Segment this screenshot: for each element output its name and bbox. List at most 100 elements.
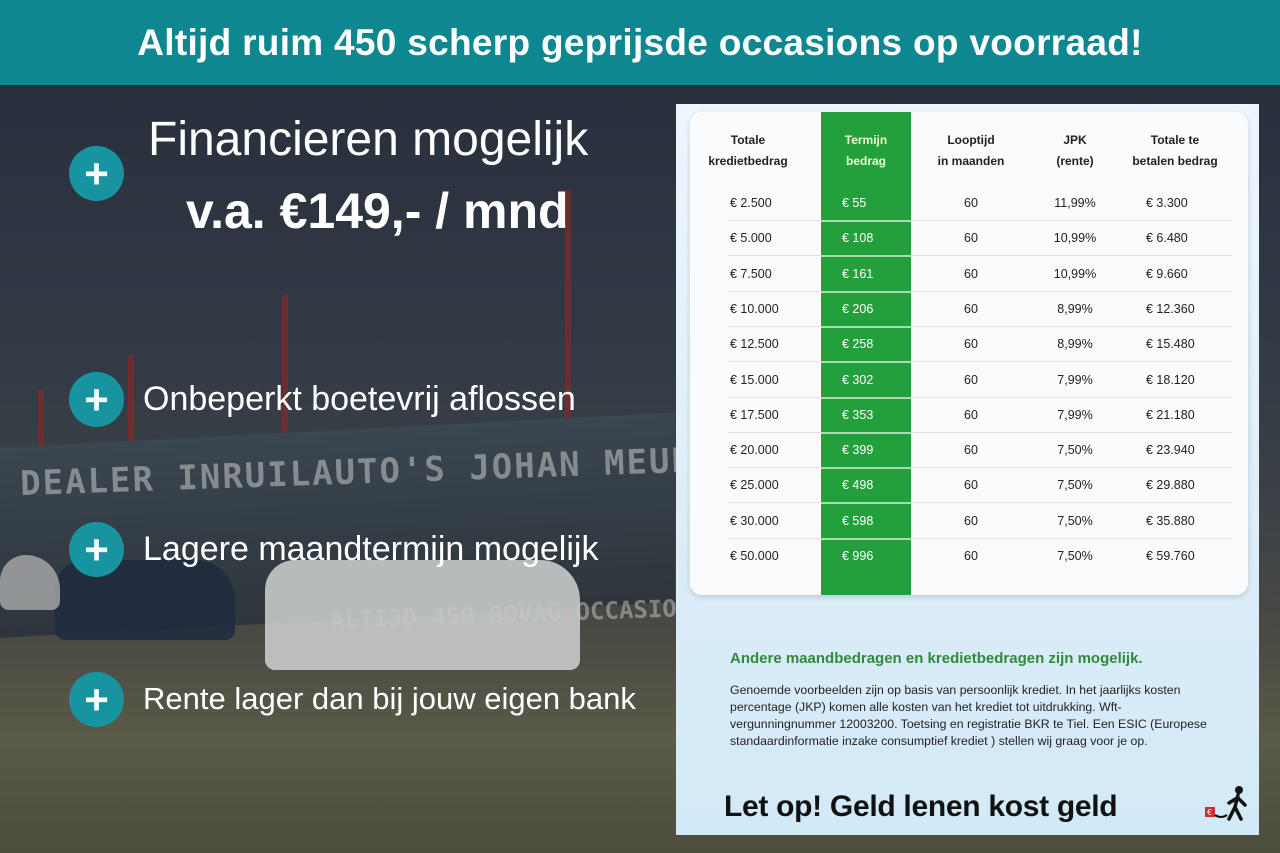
- totaal-cell: € 29.880: [1146, 478, 1195, 493]
- looptijd-cell: 60: [964, 337, 978, 352]
- looptijd-cell: 60: [964, 549, 978, 563]
- row-divider: [728, 467, 1232, 469]
- row-divider: [821, 467, 911, 470]
- header-title: Altijd ruim 450 scherp geprijsde occasio…: [137, 21, 1143, 63]
- column-header-line: Totale te: [1150, 133, 1200, 147]
- header-banner: Altijd ruim 450 scherp geprijsde occasio…: [0, 0, 1280, 85]
- jpk-cell: 7,99%: [1057, 372, 1093, 387]
- termijn-cell: € 161: [842, 266, 874, 281]
- table-row: € 15.000 € 302 60 7,99% € 18.120: [690, 363, 1248, 399]
- looptijd-cell: 60: [964, 407, 978, 422]
- row-divider: [821, 220, 911, 222]
- row-divider: [728, 537, 1232, 539]
- termijn-cell: € 996: [842, 549, 874, 563]
- row-divider: [728, 502, 1232, 504]
- jpk-cell: 10,99%: [1053, 266, 1097, 281]
- totaal-cell: € 12.360: [1146, 301, 1195, 316]
- totaal-cell: € 23.940: [1146, 443, 1195, 458]
- row-divider: [728, 325, 1232, 327]
- looptijd-cell: 60: [964, 266, 978, 281]
- table-row: € 2.500 € 55 60 11,99% € 3.300: [690, 186, 1248, 222]
- table-row: € 20.000 € 399 60 7,50% € 23.940: [690, 433, 1248, 470]
- totaal-cell: € 21.180: [1146, 407, 1195, 422]
- row-divider: [821, 396, 911, 399]
- termijn-cell: € 598: [842, 513, 874, 528]
- row-divider: [728, 255, 1232, 257]
- jpk-cell: 11,99%: [1054, 196, 1096, 210]
- warning-text: Let op! Geld lenen kost geld: [724, 790, 1118, 823]
- table-row: € 30.000 € 598 60 7,50% € 35.880: [690, 504, 1248, 540]
- financing-title: Financieren mogelijk: [148, 113, 589, 166]
- row-divider: [821, 290, 911, 293]
- looptijd-cell: 60: [964, 231, 978, 246]
- krediet-cell: € 2.500: [730, 196, 772, 210]
- looptijd-cell: 60: [964, 513, 978, 528]
- row-divider: [821, 431, 911, 434]
- row-divider: [821, 255, 911, 258]
- column-header-line: betalen bedrag: [1132, 154, 1218, 168]
- canopy-pole: [565, 190, 571, 620]
- jpk-cell: 7,50%: [1057, 513, 1093, 528]
- krediet-cell: € 20.000: [730, 443, 779, 458]
- termijn-cell: € 258: [842, 337, 874, 352]
- termijn-column-highlight: [821, 112, 911, 595]
- column-header-line: (rente): [1056, 154, 1094, 168]
- totaal-cell: € 59.760: [1146, 549, 1195, 563]
- financing-price: v.a. €149,- / mnd: [186, 183, 569, 239]
- table-row: € 50.000 € 996 60 7,50% € 59.760: [690, 539, 1248, 574]
- looptijd-cell: 60: [964, 301, 978, 316]
- table-row: € 10.000 € 206 60 8,99% € 12.360: [690, 292, 1248, 328]
- totaal-cell: € 15.480: [1146, 337, 1195, 352]
- white-car: [265, 560, 580, 670]
- column-header-line: JPK: [1063, 133, 1087, 147]
- krediet-cell: € 50.000: [730, 549, 779, 563]
- column-header-line: bedrag: [845, 154, 886, 168]
- plus-circle-icon: +: [69, 146, 124, 201]
- table-row: € 7.500 € 161 60 10,99% € 9.660: [690, 257, 1248, 293]
- row-divider: [728, 396, 1232, 398]
- totaal-cell: € 9.660: [1146, 266, 1188, 281]
- table-row: € 17.500 € 353 60 7,99% € 21.180: [690, 398, 1248, 434]
- looptijd-cell: 60: [964, 196, 978, 210]
- walking-person-ball-chain-icon: €: [1205, 786, 1247, 821]
- krediet-cell: € 12.500: [730, 337, 779, 352]
- jpk-cell: 7,50%: [1057, 478, 1093, 493]
- plus-circle-icon: +: [69, 672, 124, 727]
- column-header-line: Looptijd: [947, 133, 995, 147]
- canopy-pole: [38, 390, 44, 490]
- jpk-cell: 8,99%: [1057, 337, 1093, 352]
- row-divider: [728, 361, 1232, 363]
- plus-circle-icon: +: [69, 522, 124, 577]
- column-header-line: Totale: [730, 133, 766, 147]
- termijn-cell: € 108: [842, 231, 874, 246]
- feature-item: Rente lager dan bij jouw eigen bank: [143, 681, 636, 716]
- table-row: € 25.000 € 498 60 7,50% € 29.880: [690, 468, 1248, 505]
- termijn-cell: € 498: [842, 478, 874, 493]
- notes-title: Andere maandbedragen en kredietbedragen …: [730, 650, 1143, 667]
- termijn-cell: € 399: [842, 443, 874, 458]
- looptijd-cell: 60: [964, 443, 978, 458]
- notes-body: Genoemde voorbeelden zijn op basis van p…: [730, 683, 1207, 748]
- row-divider: [821, 325, 911, 328]
- column-header: JPK (rente): [1035, 130, 1115, 172]
- column-header-line: Termijn: [844, 133, 888, 147]
- financing-table: Totale kredietbedrag Termijn bedrag Looptijd…: [690, 112, 1248, 595]
- totaal-cell: € 3.300: [1146, 196, 1188, 210]
- krediet-cell: € 15.000: [730, 372, 779, 387]
- totaal-cell: € 18.120: [1146, 372, 1195, 387]
- krediet-cell: € 25.000: [730, 478, 779, 493]
- canopy-pole: [282, 295, 288, 495]
- table-row: € 12.500 € 258 60 8,99% € 15.480: [690, 327, 1248, 364]
- jpk-cell: 10,99%: [1053, 231, 1097, 246]
- row-divider: [728, 290, 1232, 292]
- column-header: Looptijd in maanden: [921, 130, 1021, 172]
- canopy-pole: [128, 355, 134, 495]
- krediet-cell: € 7.500: [730, 266, 772, 281]
- jpk-cell: 7,99%: [1057, 407, 1093, 422]
- car: [0, 555, 60, 610]
- jpk-cell: 7,50%: [1057, 443, 1093, 458]
- svg-text:€: €: [1207, 808, 1212, 817]
- row-divider: [728, 220, 1232, 221]
- krediet-cell: € 30.000: [730, 513, 779, 528]
- table-row: € 5.000 € 108 60 10,99% € 6.480: [690, 221, 1248, 258]
